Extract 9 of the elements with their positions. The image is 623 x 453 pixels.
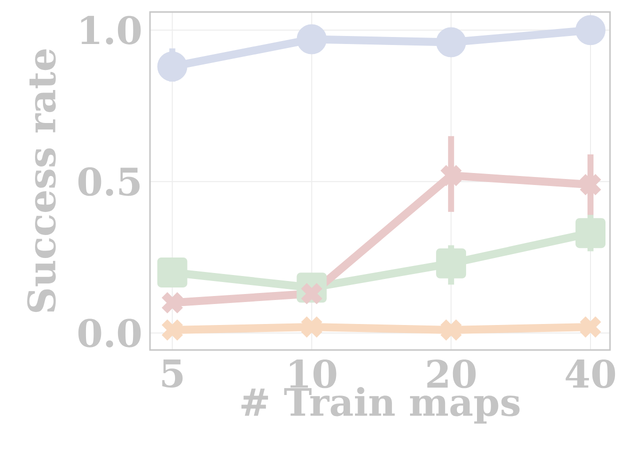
- x-tick-label: 10: [290, 360, 336, 388]
- x-axis-title: # Train maps: [241, 386, 520, 424]
- x-tick-label: 20: [427, 360, 476, 388]
- y-axis-title: Success rate: [27, 49, 56, 312]
- x-tick-label: 40: [566, 360, 616, 388]
- x-tick-label: 5: [162, 360, 183, 388]
- y-tick-label: 0.0: [78, 318, 141, 348]
- y-tick-label: 0.5: [78, 167, 140, 196]
- y-tick-label: 1.0: [81, 16, 141, 44]
